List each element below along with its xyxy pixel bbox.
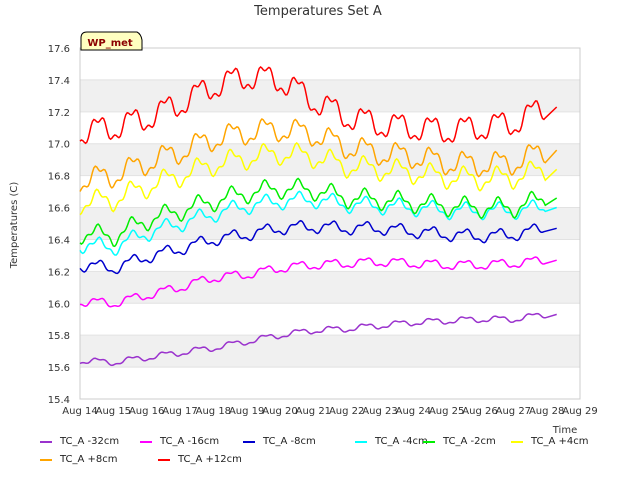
y-tick-label: 17.4	[48, 76, 70, 87]
x-tick-label: Aug 27	[496, 406, 531, 417]
x-tick-label: Aug 21	[296, 406, 331, 417]
y-tick-label: 16.4	[48, 235, 70, 246]
x-tick-label: Aug 17	[162, 406, 197, 417]
legend-item: TC_A -2cm	[423, 436, 496, 447]
legend-swatch	[355, 440, 367, 443]
series-line	[79, 219, 557, 275]
legend-swatch	[140, 440, 152, 443]
y-tick-label: 16.6	[48, 204, 70, 215]
grid-band	[80, 335, 580, 368]
x-tick-label: Aug 14	[62, 406, 97, 417]
series-line	[79, 177, 558, 248]
x-tick-label: Aug 22	[329, 406, 364, 417]
grid-band	[80, 271, 580, 304]
legend-label: TC_A +4cm	[531, 436, 589, 447]
legend-swatch	[158, 458, 170, 461]
x-tick-label: Aug 15	[96, 406, 131, 417]
x-tick-label: Aug 16	[129, 406, 164, 417]
series-line	[79, 190, 557, 256]
plot-frame	[79, 47, 581, 400]
x-tick-label: Aug 23	[362, 406, 397, 417]
y-tick-label: 16.2	[48, 267, 70, 278]
legend-item: TC_A +4cm	[511, 436, 589, 447]
series-layer	[79, 66, 558, 367]
series-line	[79, 312, 557, 367]
legend-swatch	[511, 440, 523, 443]
series-line	[79, 118, 558, 192]
y-tick-label: 17.2	[48, 108, 70, 119]
legend-swatch	[243, 440, 255, 443]
legend-item: TC_A -16cm	[140, 436, 219, 447]
y-tick-label: 15.8	[48, 331, 70, 342]
legend-label: TC_A -8cm	[263, 436, 316, 447]
x-tick-label: Aug 26	[462, 406, 497, 417]
series-line	[79, 142, 558, 216]
chart-title: Temperatures Set A	[253, 4, 382, 19]
legend-label: TC_A -2cm	[443, 436, 496, 447]
legend-label: TC_A +12cm	[178, 454, 242, 465]
y-tick-label: 15.4	[48, 395, 70, 406]
station-badge-label: WP_met	[87, 38, 133, 49]
x-tick-label: Aug 19	[229, 406, 264, 417]
legend-label: TC_A -32cm	[60, 436, 120, 447]
y-tick-label: 17.0	[48, 140, 70, 151]
y-tick-label: 16.0	[48, 299, 70, 310]
series-line	[79, 256, 557, 308]
x-tick-label: Aug 18	[196, 406, 231, 417]
series-line	[79, 66, 558, 145]
x-tick-label: Aug 29	[562, 406, 597, 417]
legend-swatch	[423, 440, 435, 443]
y-axis: 15.4 15.6 15.8 16.0 16.2 16.4 16.6 16.8 17.0 17.2…	[48, 44, 70, 406]
legend-item: TC_A +12cm	[158, 454, 242, 465]
x-tick-label: Aug 20	[262, 406, 297, 417]
legend: TC_A -32cm TC_A -16cm TC_A -8cm TC_A -4cm TC…	[40, 436, 630, 472]
legend-label: TC_A -16cm	[160, 436, 220, 447]
y-tick-label: 16.8	[48, 172, 70, 183]
x-tick-label: Aug 24	[396, 406, 431, 417]
x-tick-label: Aug 28	[529, 406, 564, 417]
station-badge: WP_met	[80, 31, 143, 51]
legend-swatch	[40, 458, 52, 461]
x-axis-label: Time	[552, 425, 577, 436]
legend-item: TC_A -4cm	[355, 436, 428, 447]
legend-swatch	[40, 440, 52, 443]
grid-band	[80, 79, 580, 112]
x-tick-label: Aug 25	[429, 406, 464, 417]
legend-label: TC_A -4cm	[375, 436, 428, 447]
legend-item: TC_A -32cm	[40, 436, 119, 447]
y-tick-label: 15.6	[48, 363, 70, 374]
y-axis-label: Temperatures (C)	[9, 182, 20, 270]
legend-item: TC_A +8cm	[40, 454, 118, 465]
legend-item: TC_A -8cm	[243, 436, 316, 447]
y-tick-label: 17.6	[48, 44, 70, 55]
legend-label: TC_A +8cm	[60, 454, 118, 465]
station-badge-shape	[80, 31, 143, 51]
